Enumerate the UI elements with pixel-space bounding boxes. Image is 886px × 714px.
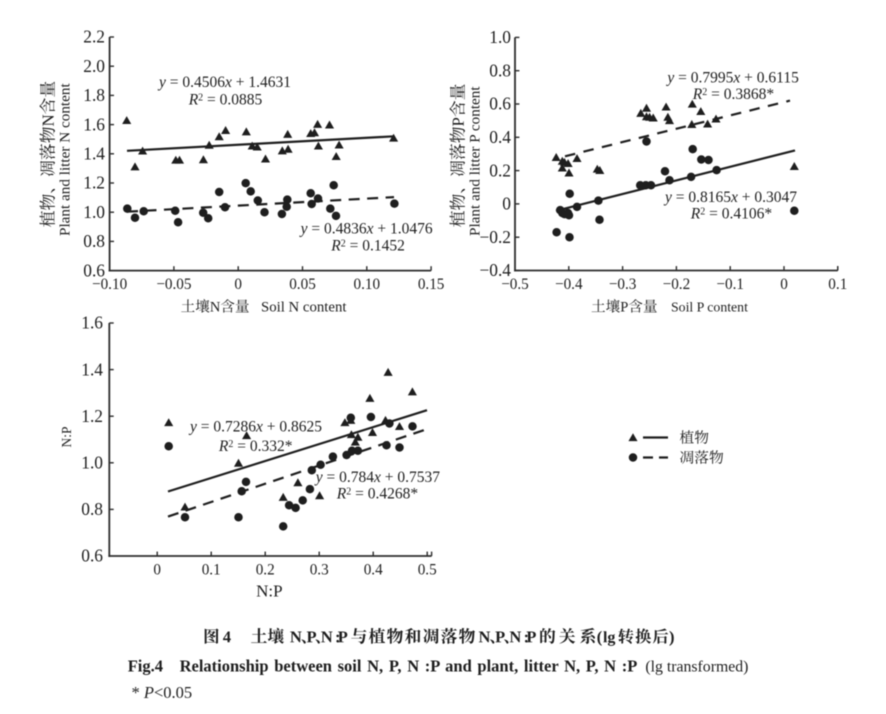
svg-text:−0.5: −0.5 [501, 276, 529, 293]
svg-text:0.8: 0.8 [83, 231, 105, 251]
svg-text:N:P: N:P [59, 426, 74, 447]
svg-text:−0.05: −0.05 [156, 276, 191, 293]
svg-text:1.4: 1.4 [81, 359, 103, 379]
svg-text:1.8: 1.8 [83, 85, 105, 105]
svg-text:0.8: 0.8 [489, 60, 511, 80]
svg-text:N:P: N:P [256, 582, 282, 601]
svg-text:0: 0 [502, 194, 511, 214]
svg-text:0.4: 0.4 [489, 127, 511, 147]
svg-text:y = 0.4836x + 1.0476: y = 0.4836x + 1.0476 [299, 220, 433, 237]
svg-text:(lg transformed): (lg transformed) [645, 659, 748, 676]
svg-text:0.6: 0.6 [489, 94, 511, 114]
svg-text:0.2: 0.2 [256, 561, 275, 578]
svg-text:0.5: 0.5 [418, 561, 437, 578]
svg-text:R2 = 0.1452: R2 = 0.1452 [330, 238, 405, 255]
svg-text:0: 0 [780, 276, 788, 293]
svg-text:1.2: 1.2 [81, 406, 103, 426]
svg-text:−0.4: −0.4 [479, 260, 511, 280]
svg-text:Plant and litter N content: Plant and litter N content [57, 83, 74, 236]
svg-text:R2 = 0.332*: R2 = 0.332* [218, 438, 293, 455]
svg-text:y = 0.784x + 0.7537: y = 0.784x + 0.7537 [314, 469, 441, 486]
svg-text:0.6: 0.6 [83, 260, 105, 280]
svg-text:1.4: 1.4 [83, 144, 105, 164]
svg-text:R2 = 0.4268*: R2 = 0.4268* [336, 485, 419, 502]
svg-text:1.6: 1.6 [83, 114, 105, 134]
svg-text:0: 0 [153, 561, 161, 578]
svg-text:−0.4: −0.4 [555, 276, 583, 293]
svg-text:0.8: 0.8 [81, 499, 103, 519]
svg-text:0.3: 0.3 [310, 561, 329, 578]
svg-text:Soil N content: Soil N content [261, 300, 347, 316]
svg-text:0.05: 0.05 [289, 276, 316, 293]
svg-text:* P<0.05: * P<0.05 [132, 683, 193, 702]
svg-text:0.4: 0.4 [364, 561, 383, 578]
svg-text:0.1: 0.1 [202, 561, 221, 578]
svg-text:−0.1: −0.1 [716, 276, 744, 293]
svg-text:−0.10: −0.10 [92, 276, 127, 293]
svg-text:Fig.4: Fig.4 [128, 657, 163, 676]
svg-text:0.1: 0.1 [828, 276, 847, 293]
svg-text:0: 0 [234, 276, 242, 293]
svg-text:−0.2: −0.2 [663, 276, 691, 293]
svg-text:0.10: 0.10 [354, 276, 381, 293]
svg-text:R2 = 0.4106*: R2 = 0.4106* [690, 206, 773, 223]
svg-text:1.0: 1.0 [83, 202, 105, 222]
svg-text:y = 0.8165x + 0.3047: y = 0.8165x + 0.3047 [663, 189, 797, 206]
svg-text:2.2: 2.2 [83, 27, 105, 47]
svg-text:1.6: 1.6 [81, 313, 103, 333]
svg-text:R2 = 0.0885: R2 = 0.0885 [188, 92, 263, 109]
svg-text:0.6: 0.6 [81, 546, 103, 566]
svg-text:1.0: 1.0 [489, 27, 511, 47]
svg-text:0.2: 0.2 [489, 160, 511, 180]
svg-text:y = 0.4506x + 1.4631: y = 0.4506x + 1.4631 [157, 74, 291, 91]
svg-text:Relationship between soil N, P: Relationship between soil N, P, N :P and… [180, 657, 638, 676]
svg-text:1.2: 1.2 [83, 173, 105, 193]
svg-text:2.0: 2.0 [83, 56, 105, 76]
svg-text:1.0: 1.0 [81, 453, 103, 473]
svg-text:Soil P content: Soil P content [671, 300, 748, 315]
svg-text:−0.3: −0.3 [609, 276, 637, 293]
svg-text:y = 0.7995x + 0.6115: y = 0.7995x + 0.6115 [665, 69, 799, 86]
svg-text:Plant and litter P content: Plant and litter P content [467, 86, 484, 236]
svg-text:−0.2: −0.2 [479, 227, 511, 247]
svg-text:0.15: 0.15 [418, 276, 445, 293]
svg-text:y = 0.7286x + 0.8625: y = 0.7286x + 0.8625 [188, 419, 322, 436]
svg-text:R2 = 0.3868*: R2 = 0.3868* [692, 86, 775, 103]
